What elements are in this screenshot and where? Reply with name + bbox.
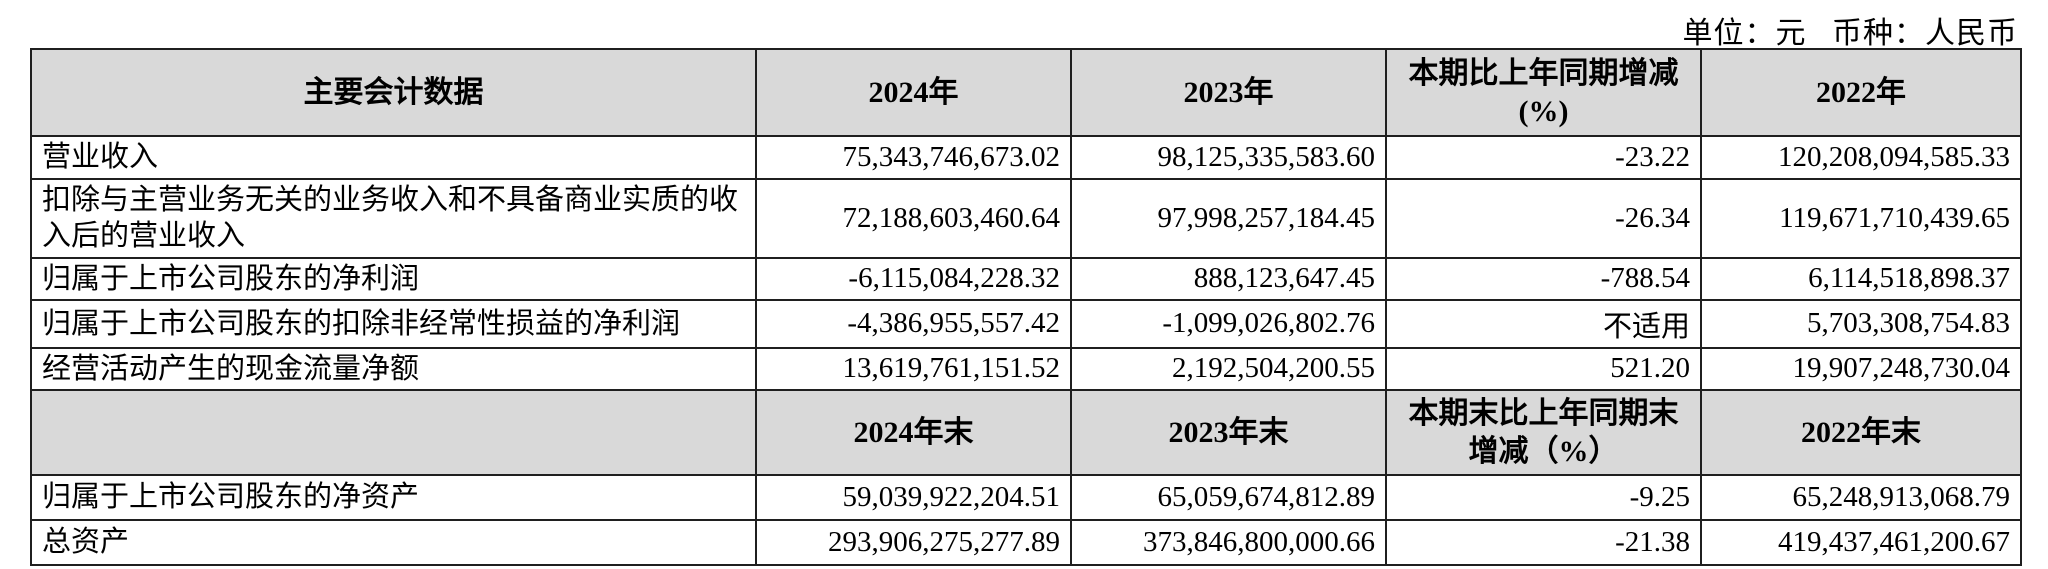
row-label: 经营活动产生的现金流量净额 [30,346,757,392]
table-row-net-profit: 归属于上市公司股东的净利润 -6,115,084,228.32 888,123,… [30,256,2022,301]
col-header-end-change: 本期末比上年同期末 增减（%） [1385,389,1702,476]
cell-change: 521.20 [1385,346,1702,392]
row-label: 归属于上市公司股东的净利润 [30,256,757,301]
cell-2022: 6,114,518,898.37 [1700,256,2022,301]
cell-2023: 98,125,335,583.60 [1070,135,1387,180]
col-header-empty [30,389,757,476]
col-header-2023: 2023年 [1070,48,1387,137]
cell-change: -9.25 [1385,474,1702,521]
cell-2024: -6,115,084,228.32 [755,256,1072,301]
cell-2024: 59,039,922,204.51 [755,474,1072,521]
cell-2024: 13,619,761,151.52 [755,346,1072,392]
cell-2024: 72,188,603,460.64 [755,178,1072,259]
cell-2022: 19,907,248,730.04 [1700,346,2022,392]
row-label: 归属于上市公司股东的净资产 [30,474,757,521]
cell-change: 不适用 [1385,298,1702,349]
cell-2023: 97,998,257,184.45 [1070,178,1387,259]
cell-2022: 119,671,710,439.65 [1700,178,2022,259]
cell-2023: 373,846,800,000.66 [1070,519,1387,566]
col-header-2022: 2022年 [1700,48,2022,137]
key-accounting-data-table: 主要会计数据 2024年 2023年 本期比上年同期增减 (%) 2022年 营… [30,48,2022,566]
col-header-2023-end: 2023年末 [1070,389,1387,476]
unit-currency-note: 单位：元 币种：人民币 [1682,17,2018,50]
cell-2022: 120,208,094,585.33 [1700,135,2022,180]
cell-2022: 65,248,913,068.79 [1700,474,2022,521]
cell-change: -23.22 [1385,135,1702,180]
cell-change: -788.54 [1385,256,1702,301]
row-label: 营业收入 [30,135,757,180]
cell-change: -26.34 [1385,178,1702,259]
cell-2024: -4,386,955,557.42 [755,298,1072,349]
col-header-2022-end: 2022年末 [1700,389,2022,476]
cell-2023: 888,123,647.45 [1070,256,1387,301]
table-header-annual: 主要会计数据 2024年 2023年 本期比上年同期增减 (%) 2022年 [30,48,2022,137]
cell-2023: -1,099,026,802.76 [1070,298,1387,349]
col-header-main-data: 主要会计数据 [30,48,757,137]
cell-2022: 419,437,461,200.67 [1700,519,2022,566]
row-label: 总资产 [30,519,757,566]
cell-2022: 5,703,308,754.83 [1700,298,2022,349]
col-header-2024-end: 2024年末 [755,389,1072,476]
row-label: 归属于上市公司股东的扣除非经常性损益的净利润 [30,298,757,349]
cell-change: -21.38 [1385,519,1702,566]
cell-2024: 293,906,275,277.89 [755,519,1072,566]
cell-2023: 2,192,504,200.55 [1070,346,1387,392]
table-row-revenue-excl-nonmain: 扣除与主营业务无关的业务收入和不具备商业实质的收入后的营业收入 72,188,6… [30,178,2022,259]
table-row-net-profit-excl-nonrecurring: 归属于上市公司股东的扣除非经常性损益的净利润 -4,386,955,557.42… [30,298,2022,349]
col-header-2024: 2024年 [755,48,1072,137]
col-header-yoy-change: 本期比上年同期增减 (%) [1385,48,1702,137]
table-row-total-assets: 总资产 293,906,275,277.89 373,846,800,000.6… [30,519,2022,566]
table-row-operating-cash-flow: 经营活动产生的现金流量净额 13,619,761,151.52 2,192,50… [30,346,2022,392]
table-row-revenue: 营业收入 75,343,746,673.02 98,125,335,583.60… [30,135,2022,180]
table-header-year-end: 2024年末 2023年末 本期末比上年同期末 增减（%） 2022年末 [30,389,2022,476]
table-row-net-assets: 归属于上市公司股东的净资产 59,039,922,204.51 65,059,6… [30,474,2022,521]
row-label: 扣除与主营业务无关的业务收入和不具备商业实质的收入后的营业收入 [30,178,757,259]
cell-2024: 75,343,746,673.02 [755,135,1072,180]
cell-2023: 65,059,674,812.89 [1070,474,1387,521]
